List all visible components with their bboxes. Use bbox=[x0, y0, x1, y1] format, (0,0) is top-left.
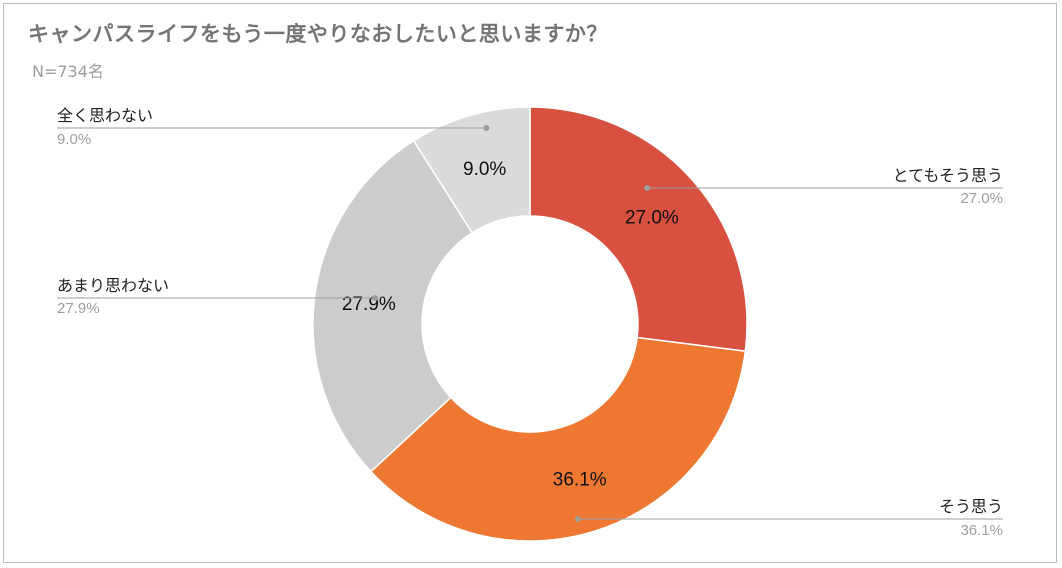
slice-not-at-all bbox=[412, 106, 531, 234]
category-label-not-really: あまり思わない bbox=[57, 277, 169, 295]
category-label-very-much: とてもそう思う bbox=[893, 167, 1003, 185]
category-percent-not-really: 27.9% bbox=[57, 300, 100, 317]
slice-label-agree: 36.1% bbox=[553, 470, 607, 491]
category-percent-agree: 36.1% bbox=[960, 522, 1003, 539]
category-label-not-at-all: 全く思わない bbox=[57, 107, 153, 125]
slice-very-much bbox=[529, 106, 748, 353]
leader-dot-not-at-all bbox=[483, 125, 490, 131]
leader-dot-very-much bbox=[644, 185, 651, 191]
slice-label-very-much: 27.0% bbox=[625, 208, 679, 229]
category-percent-not-at-all: 9.0% bbox=[57, 131, 91, 148]
chart-subtitle: N=734名 bbox=[32, 62, 104, 81]
slice-not-really bbox=[312, 139, 474, 473]
chart-title: キャンパスライフをもう一度やりなおしたいと思いますか？ bbox=[28, 22, 608, 46]
category-label-agree: そう思う bbox=[939, 498, 1003, 516]
category-percent-very-much: 27.0% bbox=[960, 190, 1003, 207]
leader-dot-agree bbox=[574, 516, 581, 522]
slice-agree bbox=[369, 336, 747, 542]
slice-label-not-at-all: 9.0% bbox=[463, 159, 506, 180]
leader-dot-not-really bbox=[372, 295, 379, 301]
slice-label-not-really: 27.9% bbox=[342, 294, 396, 315]
